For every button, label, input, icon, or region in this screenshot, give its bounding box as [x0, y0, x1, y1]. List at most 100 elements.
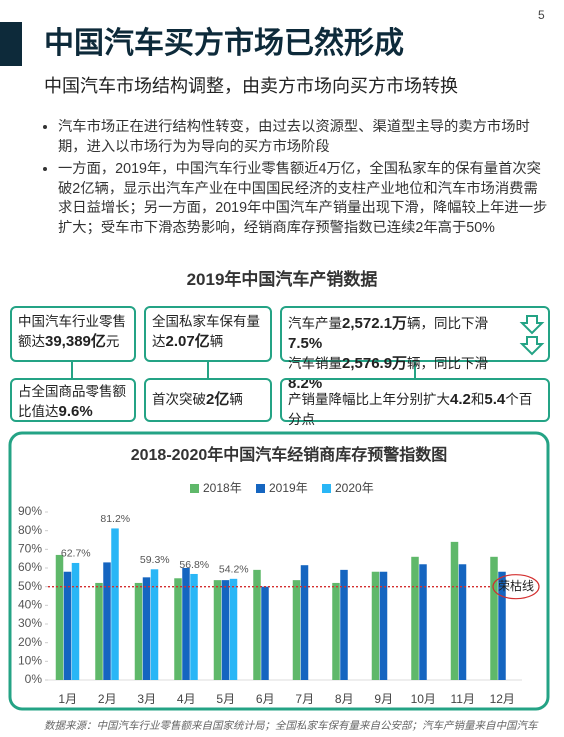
source-note: 数据来源：中国汽车行业零售额来自国家统计局；全国私家车保有量来自公安部；汽车产销…	[44, 720, 538, 732]
bar	[261, 586, 269, 680]
box-text: 和	[470, 392, 485, 407]
bar	[332, 582, 340, 680]
bar	[450, 541, 459, 680]
box-text: 元	[105, 334, 120, 349]
box-line: 中国汽车行业零售额达39,389亿元	[18, 312, 128, 352]
stat-box: 中国汽车行业零售额达39,389亿元	[10, 306, 136, 362]
y-tick-label: 20%	[18, 635, 42, 649]
box-text: 全国私家车保有量达	[152, 314, 260, 349]
x-tick-label: 11月	[451, 692, 475, 706]
x-tick-label: 2月	[98, 692, 117, 706]
bar	[419, 564, 427, 680]
bar	[111, 528, 119, 680]
bar	[498, 571, 506, 680]
bar	[229, 578, 238, 680]
y-tick-label: 60%	[18, 560, 42, 574]
bar	[134, 582, 143, 680]
highlight: 2.07亿	[165, 333, 210, 350]
bar	[63, 571, 72, 680]
bar	[253, 569, 261, 680]
y-tick-label: 80%	[18, 523, 42, 537]
highlight: 4.2	[450, 391, 471, 408]
x-tick-label: 3月	[137, 692, 156, 706]
bar	[150, 569, 159, 680]
value-label: 62.7%	[61, 548, 91, 560]
bar	[190, 573, 198, 680]
highlight: 9.6%	[58, 403, 93, 420]
y-tick-label: 0%	[25, 672, 43, 686]
box-text: 辆，同比下滑	[407, 356, 489, 371]
bar	[379, 571, 388, 680]
title-bar	[0, 22, 22, 66]
highlight: 2亿	[206, 391, 230, 408]
bar	[213, 580, 222, 680]
box-line: 产销量降幅比上年分别扩大4.2和5.4个百分点	[288, 390, 542, 430]
x-tick-label: 8月	[335, 692, 354, 706]
bar	[55, 554, 64, 680]
box-text: 汽车销量	[288, 356, 342, 371]
box-text: 辆，同比下滑	[407, 316, 489, 331]
box-text: 首次突破	[152, 392, 206, 407]
threshold-badge	[492, 574, 540, 600]
legend-label: 2018年	[203, 481, 242, 495]
box-text: 占全国商品零售额比值达	[18, 384, 126, 419]
x-tick-label: 12月	[490, 692, 515, 706]
bar	[340, 569, 348, 680]
legend-label: 2020年	[335, 481, 374, 495]
box-line: 全国私家车保有量达2.07亿辆	[152, 312, 264, 352]
highlight: 2,572.1万	[342, 315, 408, 332]
bullet: 一方面，2019年，中国汽车行业零售额近4万亿，全国私家车的保有量首次突破2亿辆…	[58, 160, 548, 238]
highlight: 5.4	[484, 391, 506, 408]
box-line: 汽车产量2,572.1万辆，同比下滑 7.5%	[288, 314, 518, 354]
bar	[71, 562, 80, 680]
y-tick-label: 50%	[18, 579, 42, 593]
stat-box: 汽车产量2,572.1万辆，同比下滑7.5% 汽车销量2,576.9万辆，同比下滑…	[280, 306, 550, 392]
bar	[174, 578, 182, 680]
y-tick-label: 10%	[18, 654, 42, 668]
bar	[292, 580, 301, 680]
y-tick-label: 90%	[18, 504, 42, 518]
threshold-label: 荣枯线	[498, 578, 534, 593]
stat-box: 首次突破2亿辆	[144, 378, 272, 422]
legend-swatch	[256, 484, 265, 493]
highlight: 2,576.9万	[342, 355, 408, 372]
box-text: 汽车产量	[288, 316, 342, 331]
legend-swatch	[322, 484, 331, 493]
bar	[371, 571, 380, 680]
value-label: 54.2%	[219, 564, 249, 576]
legend-swatch	[190, 484, 199, 493]
section-title: 2019年中国汽车产销数据	[186, 270, 378, 289]
x-tick-label: 10月	[411, 692, 436, 706]
bar	[221, 580, 230, 680]
highlight: 7.5%	[288, 335, 323, 352]
stat-box: 产销量降幅比上年分别扩大4.2和5.4个百分点	[280, 378, 550, 427]
box-text: 辆	[229, 392, 243, 407]
bar	[95, 582, 103, 680]
box-text: 个百分点	[288, 392, 533, 427]
bullet: 汽车市场正在进行结构性转变，由过去以资源型、渠道型主导的卖方市场时期，进入以市场…	[58, 118, 548, 157]
y-tick-label: 40%	[18, 598, 42, 612]
bar	[300, 565, 309, 680]
bar	[182, 568, 190, 680]
y-tick-label: 70%	[18, 542, 42, 556]
chart-title: 2018-2020年中国汽车经销商库存预警指数图	[131, 445, 448, 464]
x-tick-label: 6月	[256, 692, 275, 706]
chart-frame	[8, 431, 550, 711]
x-tick-label: 7月	[295, 692, 314, 706]
page-title: 中国汽车买方市场已然形成	[44, 27, 404, 60]
value-label: 56.8%	[179, 559, 209, 571]
x-tick-label: 9月	[374, 692, 393, 706]
bar	[411, 556, 419, 680]
x-tick-label: 1月	[58, 692, 77, 706]
highlight: 39,389亿	[45, 333, 106, 350]
box-text: 辆	[209, 334, 224, 349]
legend-label: 2019年	[269, 481, 308, 495]
bar	[103, 562, 111, 680]
bar	[490, 556, 498, 680]
box-line: 首次突破2亿辆	[152, 390, 264, 410]
value-label: 59.3%	[140, 554, 170, 566]
page-number: 5	[538, 8, 545, 22]
x-tick-label: 4月	[177, 692, 196, 706]
stat-box: 占全国商品零售额比值达9.6%	[10, 378, 136, 422]
